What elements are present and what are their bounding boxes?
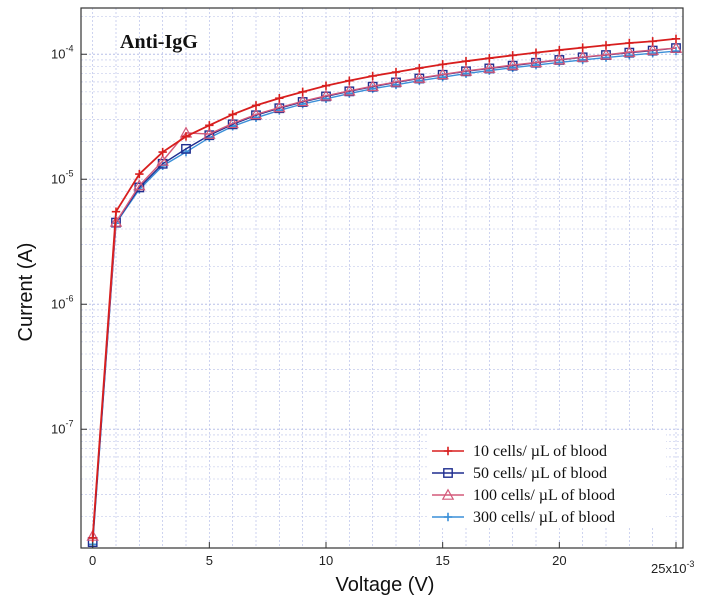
data-point <box>485 53 494 63</box>
data-point <box>298 87 307 97</box>
data-point <box>648 37 657 46</box>
series-layer <box>86 34 683 549</box>
x-axis-multiplier: 25x10-3 <box>651 559 694 576</box>
data-point <box>135 169 144 179</box>
data-point <box>158 147 167 157</box>
data-point <box>415 63 424 73</box>
data-point <box>646 43 659 55</box>
series-line <box>91 47 677 537</box>
data-point <box>133 179 146 191</box>
legend-marker <box>443 512 453 522</box>
data-point <box>531 48 541 57</box>
data-point <box>413 71 426 83</box>
legend-label: 10 cells/ µL of blood <box>473 443 607 460</box>
data-point <box>227 119 238 130</box>
x-tick-label-25: 25 <box>651 561 665 576</box>
data-point <box>273 101 286 113</box>
legend-marker <box>443 446 453 456</box>
plot-frame <box>80 7 684 549</box>
x-axis-label: Voltage (V) <box>336 574 435 596</box>
legend-background <box>428 430 666 526</box>
data-point <box>553 53 566 65</box>
data-point <box>578 43 587 52</box>
data-point <box>181 132 191 141</box>
data-point <box>203 127 216 139</box>
data-point <box>508 51 517 60</box>
data-point <box>669 41 683 53</box>
data-point <box>88 533 97 543</box>
data-point <box>391 67 401 77</box>
data-point <box>459 64 473 76</box>
data-point <box>671 34 681 43</box>
data-point <box>109 215 123 227</box>
x-tick-label: 0 <box>89 553 96 568</box>
legend-label: 100 cells/ µL of blood <box>473 487 615 504</box>
data-point <box>623 45 636 57</box>
data-point <box>438 60 447 69</box>
data-point <box>461 56 471 66</box>
data-point <box>599 48 613 60</box>
x-tick-label: 10 <box>319 553 333 568</box>
data-point <box>389 75 403 87</box>
data-point <box>506 58 519 70</box>
data-point <box>483 61 496 73</box>
y-tick-label: 10-6 <box>51 293 73 311</box>
legend-label: 300 cells/ µL of blood <box>473 509 615 526</box>
y-tick-label: 10-4 <box>51 43 73 61</box>
data-point <box>368 71 377 81</box>
data-point <box>601 41 611 50</box>
legend-label: 50 cells/ µL of blood <box>473 465 607 482</box>
legend-item: 10 cells/ µL of blood <box>432 443 607 460</box>
series-0 <box>88 34 681 543</box>
data-point <box>156 154 169 166</box>
data-point <box>296 94 309 107</box>
legend: 10 cells/ µL of blood 50 cells/ µL of blo… <box>428 430 666 526</box>
data-point <box>251 101 261 110</box>
data-point <box>625 38 634 48</box>
data-point <box>251 110 261 121</box>
data-point <box>343 84 356 96</box>
data-point <box>529 55 543 68</box>
x-tick-label: 5 <box>206 553 213 568</box>
y-tick-label: 10-7 <box>51 418 73 436</box>
legend-marker <box>441 488 455 500</box>
data-point <box>275 94 284 103</box>
legend-marker <box>443 468 453 478</box>
data-point <box>576 50 589 62</box>
data-point <box>205 121 214 130</box>
chart-title: Anti-IgG <box>120 31 198 53</box>
data-point <box>436 67 449 80</box>
x-scale-exponent: -3 <box>686 559 694 569</box>
legend-item: 300 cells/ µL of blood <box>432 509 615 526</box>
legend-item: 50 cells/ µL of blood <box>432 465 607 482</box>
x-tick-label: 20 <box>552 553 566 568</box>
data-point <box>181 143 191 154</box>
data-point <box>249 107 263 120</box>
data-point <box>555 45 564 55</box>
data-point <box>321 81 331 90</box>
data-point <box>228 110 237 119</box>
axis-ticks: 0 5 10 15 20 10-7 10-6 10-5 10-4 <box>51 43 677 568</box>
x-tick-label: 15 <box>435 553 449 568</box>
series-2 <box>86 41 683 541</box>
data-point <box>366 79 379 92</box>
data-point <box>111 207 121 216</box>
data-point <box>226 116 239 129</box>
x-scale-label: x10 <box>665 561 686 576</box>
data-point <box>345 76 354 85</box>
data-point <box>319 89 333 101</box>
y-axis-label: Current (A) <box>15 243 37 342</box>
y-tick-label: 10-5 <box>51 168 73 186</box>
legend-item: 100 cells/ µL of blood <box>432 487 615 504</box>
